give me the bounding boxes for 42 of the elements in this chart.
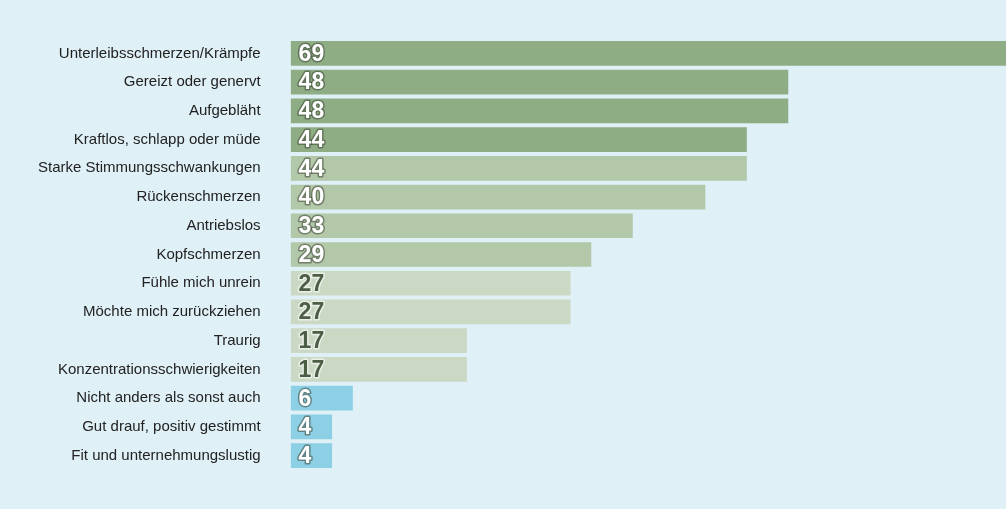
y-tick-label: Gereizt oder genervt xyxy=(123,72,262,90)
y-tick-label: Antriebslos xyxy=(186,215,261,233)
data-label: 4 xyxy=(298,413,312,440)
data-label: 17 xyxy=(298,327,325,354)
bar xyxy=(290,127,747,152)
bar xyxy=(290,155,747,181)
data-label: 27 xyxy=(298,298,325,325)
y-tick-label: Fühle mich unrein xyxy=(141,273,261,291)
y-tick-label: Kraftlos, schlapp oder müde xyxy=(73,129,261,147)
y-tick-label: Rückenschmerzen xyxy=(136,187,261,205)
y-tick-label: Traurig xyxy=(213,330,261,348)
bar xyxy=(290,41,1006,66)
data-label: 44 xyxy=(298,154,325,181)
data-label: 40 xyxy=(298,183,325,210)
bar xyxy=(290,184,706,210)
data-label: 4 xyxy=(298,441,312,468)
bar xyxy=(290,328,467,354)
bar xyxy=(290,242,592,267)
bar xyxy=(290,270,571,296)
y-tick-label: Starke Stimmungsschwankungen xyxy=(37,158,261,176)
y-tick-label: Gut drauf, positiv gestimmt xyxy=(82,417,262,435)
data-label: 44 xyxy=(298,125,325,152)
y-tick-label: Aufgebläht xyxy=(188,100,262,118)
bar xyxy=(290,299,571,325)
y-tick-label: Fit und unternehmungslustig xyxy=(71,445,261,463)
data-label: 48 xyxy=(298,97,325,124)
y-tick-label: Nicht anders als sonst auch xyxy=(76,388,261,406)
data-label: 17 xyxy=(298,355,325,382)
data-label: 27 xyxy=(298,269,325,296)
y-tick-label: Konzentrationsschwierigkeiten xyxy=(57,359,261,377)
data-label: 29 xyxy=(298,240,325,267)
bar xyxy=(290,69,789,95)
data-label: 69 xyxy=(298,39,325,66)
bar xyxy=(290,213,633,239)
data-label: 48 xyxy=(298,68,325,95)
y-tick-label: Unterleibsschmerzen/Krämpfe xyxy=(58,43,261,61)
y-tick-label: Kopfschmerzen xyxy=(156,244,261,262)
data-label: 6 xyxy=(298,384,312,411)
y-tick-label: Möchte mich zurückziehen xyxy=(83,302,261,320)
bar xyxy=(290,98,789,124)
data-label: 33 xyxy=(298,212,325,239)
bar xyxy=(290,357,467,382)
